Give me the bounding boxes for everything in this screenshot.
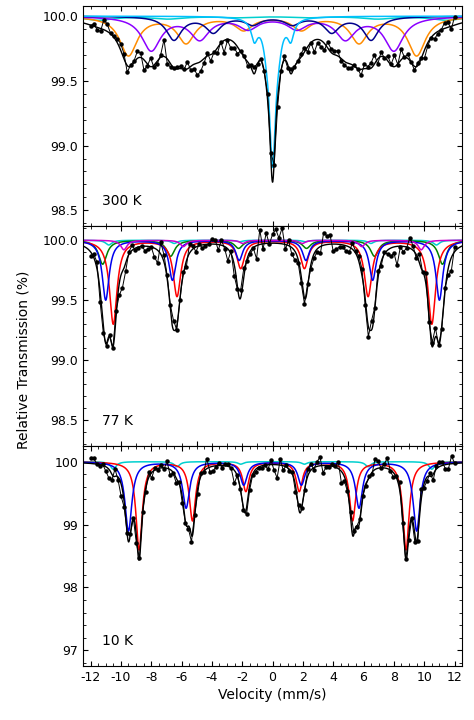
Text: 300 K: 300 K (102, 194, 142, 208)
Text: 10 K: 10 K (102, 634, 133, 649)
Text: Relative Transmission (%): Relative Transmission (%) (17, 271, 31, 449)
X-axis label: Velocity (mm/s): Velocity (mm/s) (219, 688, 327, 702)
Text: 77 K: 77 K (102, 414, 133, 428)
